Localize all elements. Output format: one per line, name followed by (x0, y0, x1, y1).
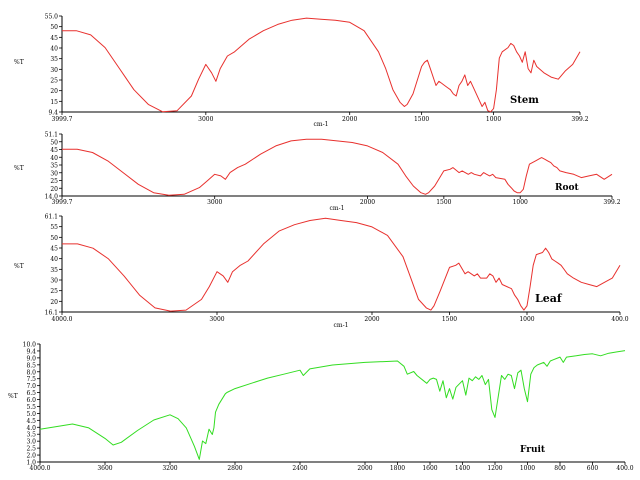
y-tick-label: 3.0 (26, 439, 36, 446)
x-tick-label: 1000 (513, 199, 528, 206)
x-tick-label: 1500 (436, 199, 451, 206)
y-tick-label: 4.5 (26, 418, 36, 425)
y-tick-label: 45 (50, 35, 58, 42)
x-tick-label: 2800 (227, 465, 242, 472)
x-tick-label: 2000 (364, 316, 379, 323)
y-tick-label: 50 (50, 235, 58, 242)
y-tick-label: 35 (50, 56, 58, 63)
x-tick-label: 1500 (414, 116, 429, 123)
spectrum-line (62, 17, 581, 113)
y-tick-label: 45 (50, 246, 58, 253)
y-axis-label: %T (14, 165, 24, 172)
x-tick-label: 399.2 (603, 199, 620, 206)
y-tick-label: 8.0 (26, 369, 36, 376)
x-tick-label: 3000 (198, 116, 213, 123)
y-tick-label: 16.1 (45, 310, 58, 317)
y-tick-label: 3.5 (26, 432, 36, 439)
panel-label: Leaf (535, 292, 563, 305)
x-tick-label: 400.0 (611, 316, 628, 323)
x-tick-label: 1600 (422, 465, 437, 472)
x-tick-label: 1200 (487, 465, 502, 472)
y-tick-label: 25 (50, 178, 58, 185)
y-tick-label: 9.4 (48, 110, 58, 117)
y-tick-label: 20 (50, 88, 58, 95)
x-tick-label: 1000 (519, 316, 534, 323)
x-tick-label: 600 (587, 465, 599, 472)
y-tick-label: 5.0 (26, 411, 36, 418)
x-tick-label: 3000 (207, 199, 222, 206)
x-tick-label: 3999.7 (52, 116, 73, 123)
x-tick-label: 2000 (342, 116, 357, 123)
y-tick-label: 9.0 (26, 355, 36, 362)
y-tick-label: 8.5 (26, 362, 36, 369)
y-tick-label: 25 (50, 288, 58, 295)
x-tick-label: 2000 (357, 465, 372, 472)
y-tick-label: 61.1 (45, 214, 58, 221)
y-tick-label: 10.0 (23, 342, 37, 349)
spectrum-line (62, 217, 621, 312)
y-tick-label: 55 (50, 224, 58, 231)
y-tick-label: 40 (50, 155, 58, 162)
y-tick-label: 15 (50, 99, 58, 106)
x-tick-label: 1000 (486, 116, 501, 123)
x-tick-label: 3200 (162, 465, 177, 472)
panel-label: Root (555, 183, 579, 193)
y-tick-label: 40 (50, 46, 58, 53)
y-tick-label: 2.0 (26, 453, 36, 460)
x-tick-label: 800 (554, 465, 566, 472)
x-tick-label: 399.2 (571, 116, 588, 123)
y-tick-label: 25 (50, 78, 58, 85)
x-axis-label: cm-1 (330, 205, 345, 212)
y-tick-label: 35 (50, 267, 58, 274)
y-tick-label: 7.0 (26, 383, 36, 390)
y-tick-label: 35 (50, 163, 58, 170)
y-tick-label: 30 (50, 278, 58, 285)
y-tick-label: 6.5 (26, 390, 36, 397)
panel-label: Fruit (520, 445, 546, 455)
spectrum-line (62, 138, 613, 196)
x-tick-label: 3600 (97, 465, 112, 472)
x-tick-label: 2000 (360, 199, 375, 206)
x-tick-label: 1800 (390, 465, 405, 472)
y-tick-label: 30 (50, 170, 58, 177)
x-axis-label: cm-1 (334, 322, 349, 329)
y-tick-label: 45 (50, 147, 58, 154)
x-tick-label: 1400 (455, 465, 470, 472)
y-tick-label: 7.5 (26, 376, 36, 383)
y-tick-label: 2.5 (26, 446, 36, 453)
y-tick-label: 51.1 (45, 132, 58, 139)
y-tick-label: 5.5 (26, 404, 36, 411)
y-tick-label: 30 (50, 67, 58, 74)
y-tick-label: 20 (50, 186, 58, 193)
y-tick-label: 55.0 (45, 14, 59, 21)
y-tick-label: 4.0 (26, 425, 36, 432)
y-tick-label: 14.0 (45, 194, 59, 201)
x-tick-label: 400.0 (616, 465, 633, 472)
x-tick-label: 1000 (520, 465, 535, 472)
x-tick-label: 2400 (292, 465, 307, 472)
y-tick-label: 20 (50, 299, 58, 306)
x-tick-label: 3999.7 (52, 199, 73, 206)
y-tick-label: 1.0 (26, 460, 36, 467)
fruit-spectrum-panel: 10.09.49.08.58.07.57.06.56.05.55.04.54.0… (8, 342, 634, 473)
y-axis-label: %T (14, 263, 24, 270)
x-tick-label: 3000 (209, 316, 224, 323)
x-tick-label: 4000.0 (52, 316, 73, 323)
spectrum-line (39, 350, 626, 460)
y-tick-label: 50 (50, 24, 58, 31)
panel-label: Stem (510, 95, 539, 106)
y-axis-label: %T (14, 59, 24, 66)
y-tick-label: 6.0 (26, 397, 36, 404)
y-axis-label: %T (8, 393, 18, 400)
x-axis-label: cm-1 (314, 121, 329, 128)
y-tick-label: 50 (50, 139, 58, 146)
x-tick-label: 4000.0 (30, 465, 51, 472)
y-tick-label: 9.4 (26, 348, 36, 355)
x-tick-label: 1500 (442, 316, 457, 323)
y-tick-label: 40 (50, 256, 58, 263)
